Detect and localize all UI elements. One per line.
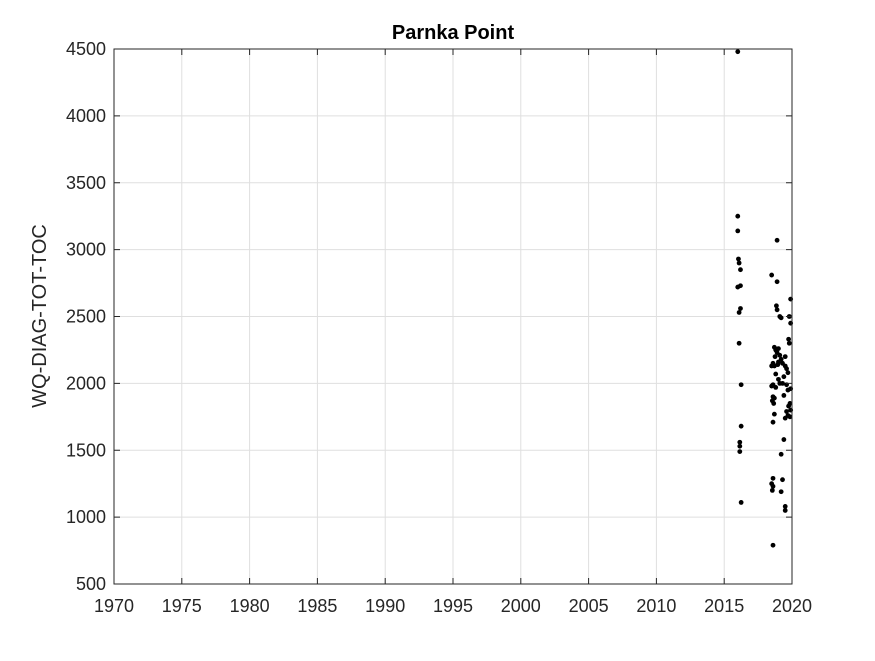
data-point bbox=[782, 508, 788, 513]
data-point bbox=[777, 352, 783, 358]
data-point bbox=[738, 423, 744, 429]
data-point bbox=[738, 382, 744, 388]
data-point bbox=[778, 315, 784, 321]
data-point bbox=[774, 303, 779, 309]
data-point bbox=[736, 256, 741, 262]
data-point bbox=[786, 340, 792, 346]
data-point bbox=[781, 437, 787, 442]
data-point bbox=[769, 272, 775, 278]
data-point bbox=[769, 383, 775, 389]
chart-title: Parnka Point bbox=[392, 22, 515, 44]
data-point bbox=[770, 483, 776, 489]
data-point bbox=[738, 500, 744, 505]
data-points bbox=[735, 49, 794, 548]
data-point bbox=[770, 542, 776, 548]
data-point bbox=[787, 414, 793, 420]
data-point bbox=[736, 310, 742, 315]
data-point bbox=[780, 477, 785, 483]
x-tick-label: 1980 bbox=[230, 596, 270, 616]
data-point bbox=[737, 449, 743, 454]
x-tick-label: 1990 bbox=[365, 596, 405, 616]
data-point bbox=[770, 419, 776, 425]
data-point bbox=[781, 393, 787, 398]
data-point bbox=[774, 307, 780, 313]
data-point bbox=[736, 260, 742, 266]
data-point bbox=[786, 336, 792, 342]
data-point bbox=[782, 415, 788, 421]
data-point bbox=[735, 49, 741, 55]
y-axis-label: WQ-DIAG-TOT-TOC bbox=[29, 224, 51, 408]
data-point bbox=[772, 354, 778, 360]
data-point bbox=[776, 376, 781, 382]
x-tick-label: 2010 bbox=[636, 596, 676, 616]
x-tick-label: 1970 bbox=[94, 596, 134, 616]
y-tick-labels: 500 1000 1500 2000 2500 3000 3500 4000 4500 bbox=[66, 39, 106, 594]
data-point bbox=[736, 340, 742, 346]
data-point bbox=[770, 475, 776, 481]
x-tick-label: 1995 bbox=[433, 596, 473, 616]
data-point bbox=[735, 228, 741, 234]
data-point bbox=[778, 489, 784, 495]
data-point bbox=[771, 401, 777, 406]
data-point bbox=[780, 380, 785, 386]
data-point bbox=[738, 267, 743, 273]
data-point bbox=[773, 384, 779, 390]
data-point bbox=[778, 451, 784, 457]
data-point bbox=[774, 237, 780, 243]
y-tick-label: 4000 bbox=[66, 106, 106, 126]
data-point bbox=[781, 374, 787, 380]
x-tick-label: 1975 bbox=[162, 596, 202, 616]
x-tick-label: 2020 bbox=[772, 596, 812, 616]
data-point bbox=[738, 283, 743, 289]
y-tick-label: 2500 bbox=[66, 307, 106, 327]
data-point bbox=[737, 439, 743, 445]
data-point bbox=[769, 487, 775, 493]
y-tick-label: 1000 bbox=[66, 507, 106, 527]
data-point bbox=[773, 371, 779, 377]
tick-marks bbox=[113, 48, 793, 585]
data-point bbox=[774, 279, 780, 285]
y-tick-label: 3000 bbox=[66, 240, 106, 260]
x-tick-label: 1985 bbox=[297, 596, 337, 616]
y-tick-label: 1500 bbox=[66, 440, 106, 460]
data-point bbox=[784, 409, 789, 414]
y-tick-label: 4500 bbox=[66, 39, 106, 59]
data-point bbox=[782, 354, 788, 360]
x-tick-label: 2005 bbox=[569, 596, 609, 616]
data-point bbox=[776, 359, 781, 365]
data-point bbox=[785, 370, 791, 376]
data-point bbox=[782, 504, 788, 509]
y-tick-label: 3500 bbox=[66, 173, 106, 193]
x-tick-labels: 1970 1975 1980 1985 1990 1995 2000 2005 2010 2015… bbox=[94, 596, 812, 616]
x-tick-label: 2015 bbox=[704, 596, 744, 616]
x-tick-label: 2000 bbox=[501, 596, 541, 616]
data-point bbox=[784, 366, 789, 372]
data-point bbox=[786, 403, 792, 409]
y-tick-label: 2000 bbox=[66, 373, 106, 393]
data-point bbox=[771, 411, 777, 417]
data-point bbox=[737, 443, 743, 449]
data-point bbox=[735, 213, 741, 219]
data-point bbox=[738, 306, 743, 311]
data-point bbox=[776, 346, 781, 351]
y-tick-label: 500 bbox=[76, 574, 106, 594]
